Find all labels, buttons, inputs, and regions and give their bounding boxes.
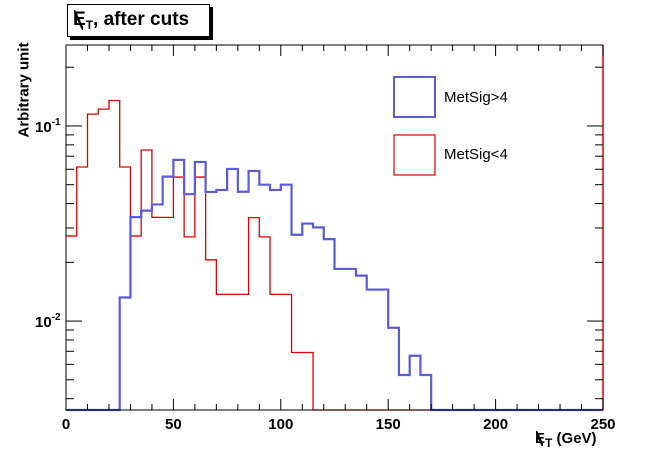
legend-label-metsig-gt4: MetSig>4 (444, 89, 508, 106)
x-tick-label: 250 (590, 416, 615, 433)
legend-swatch-metsig-gt4 (393, 76, 436, 118)
y-tick-label-base: 10 (35, 314, 52, 331)
x-tick-label: 200 (483, 416, 508, 433)
xlabel-symbol: E (535, 430, 546, 447)
title-rest: , after cuts (93, 9, 190, 30)
y-tick-label: 10-2 (35, 312, 61, 331)
x-tick-label: 50 (165, 416, 182, 433)
x-axis-label: ET (GeV) (535, 430, 597, 450)
title-box: ET, after cuts (67, 4, 210, 37)
plot-frame (65, 44, 604, 411)
legend-swatch-metsig-lt4 (393, 134, 436, 176)
x-tick-label: 0 (62, 416, 70, 433)
y-tick-label-exponent: -1 (52, 117, 61, 128)
y-axis-label: Arbitrary unit (15, 42, 33, 138)
y-tick-label-base: 10 (35, 119, 52, 136)
xlabel-subscript: T (545, 436, 553, 450)
x-tick-label: 150 (376, 416, 401, 433)
histogram-series-metsig-gt4 (66, 158, 603, 412)
xlabel-rest: (GeV) (552, 430, 597, 447)
x-tick-label: 100 (268, 416, 293, 433)
y-tick-label-exponent: -2 (52, 312, 61, 323)
legend-label-metsig-lt4: MetSig<4 (444, 146, 508, 163)
y-tick-label: 10-1 (35, 117, 61, 136)
title-subscript: T (85, 18, 94, 32)
chart-title: ET, after cuts (73, 9, 189, 32)
title-symbol: E (73, 9, 86, 31)
